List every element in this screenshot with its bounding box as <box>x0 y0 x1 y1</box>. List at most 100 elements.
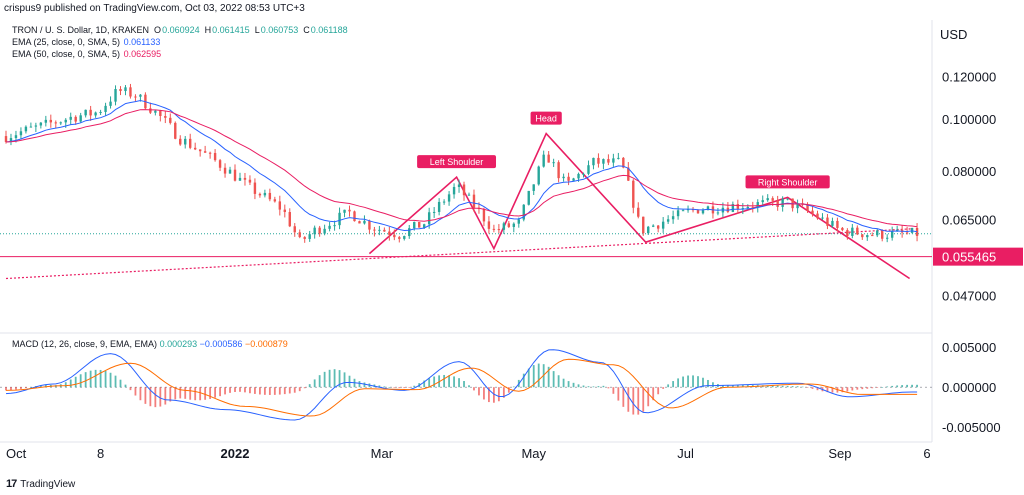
macd-histogram-bar <box>214 387 216 398</box>
candle <box>731 204 735 212</box>
candle <box>39 122 43 126</box>
ema25-legend-row[interactable]: EMA (25, close, 0, SMA, 5) 0.061133 <box>12 36 348 48</box>
macd-histogram-bar <box>348 375 351 388</box>
candle <box>836 220 839 228</box>
macd-histogram-bar <box>791 386 794 388</box>
candle <box>617 157 620 159</box>
candle <box>676 210 680 217</box>
candle <box>203 151 207 153</box>
candle <box>592 157 595 166</box>
macd-histogram-bar <box>637 387 640 415</box>
macd-histogram-bar <box>393 387 396 388</box>
candle <box>208 152 212 154</box>
candle <box>179 138 182 145</box>
macd-histogram-bar <box>811 387 814 389</box>
macd-histogram-bar <box>298 387 301 392</box>
annotations-layer: Left Shoulder Head Right Shoulder <box>417 111 830 189</box>
annotation-label-bg <box>417 155 497 169</box>
candle <box>512 223 516 227</box>
candle <box>24 126 28 132</box>
macd-histogram-bar <box>199 387 202 401</box>
candle <box>602 159 605 164</box>
candle <box>343 209 346 213</box>
x-tick-label: Sep <box>828 446 851 461</box>
macd-histogram-bar <box>64 382 67 388</box>
candle <box>547 154 550 163</box>
macd-histogram-bar <box>478 387 480 396</box>
macd-histogram-bar <box>119 379 122 388</box>
candle <box>64 119 67 123</box>
macd-histogram-bar <box>333 369 336 388</box>
candle <box>408 228 411 237</box>
candle <box>507 223 511 227</box>
macd-histogram-bar <box>338 370 341 388</box>
macd-histogram-bar <box>94 369 97 388</box>
close-label: C <box>303 25 310 35</box>
tradingview-logo[interactable]: 17 TradingView <box>6 478 75 490</box>
candle <box>233 169 237 181</box>
macd-histogram-bar <box>74 376 77 388</box>
ema50-label: EMA (50, close, 0, SMA, 5) <box>12 49 121 59</box>
candle <box>99 111 102 113</box>
candle <box>84 109 87 116</box>
candle <box>686 209 690 211</box>
macd-histogram-bar <box>318 375 321 388</box>
candle <box>243 177 247 180</box>
x-tick-label: 8 <box>97 446 104 461</box>
ema25-label: EMA (25, close, 0, SMA, 5) <box>12 37 121 47</box>
candle <box>418 221 421 228</box>
macd-histogram-bar <box>692 375 694 388</box>
candle <box>383 229 386 232</box>
candle <box>696 209 700 214</box>
candle <box>114 89 117 102</box>
macd-histogram-bar <box>781 385 784 388</box>
candle <box>851 227 854 236</box>
ema50-legend-row[interactable]: EMA (50, close, 0, SMA, 5) 0.062595 <box>12 48 348 60</box>
macd-histogram-bar <box>577 384 580 388</box>
macd-histogram-bar <box>463 381 465 388</box>
macd-histogram-bar <box>667 384 670 388</box>
macd-histogram-bar <box>433 376 436 388</box>
annotation-label: Right Shoulder <box>758 177 818 187</box>
macd-histogram-bar <box>358 381 361 388</box>
macd-histogram-bar <box>886 386 889 388</box>
macd-label: MACD (12, 26, close, 9, EMA, EMA) <box>12 339 158 349</box>
macd-histogram-bar <box>816 387 819 391</box>
candle <box>308 234 311 239</box>
candle <box>502 223 506 230</box>
macd-histogram-bar <box>662 387 665 389</box>
candle <box>572 178 575 181</box>
macd-legend[interactable]: MACD (12, 26, close, 9, EMA, EMA) 0.0002… <box>12 339 288 349</box>
candle <box>811 210 814 214</box>
candle <box>198 149 202 152</box>
ema25-line <box>5 99 918 233</box>
macd-histogram-bar <box>488 387 490 403</box>
macd-histogram-bar <box>796 386 799 388</box>
candle <box>228 169 232 174</box>
candle <box>661 221 665 229</box>
macd-histogram-bar <box>219 387 221 397</box>
macd-histogram-bar <box>149 387 152 407</box>
candle <box>761 200 764 203</box>
y-tick-label: 0.120000 <box>942 70 996 85</box>
macd-histogram-bar <box>731 385 734 388</box>
macd-histogram-bar <box>388 387 391 388</box>
macd-histogram-bar <box>712 382 714 388</box>
macd-histogram-bar <box>413 385 416 388</box>
macd-histogram-bar <box>726 385 729 388</box>
macd-histogram-bar <box>169 387 172 402</box>
symbol-legend-row[interactable]: TRON / U. S. Dollar, 1D, KRAKEN O0.06092… <box>12 24 348 36</box>
open-label: O <box>154 25 162 35</box>
candle <box>283 209 286 213</box>
high-label: H <box>204 25 212 35</box>
candle <box>124 87 127 92</box>
candle <box>422 224 426 228</box>
macd-histogram-bar <box>159 387 162 407</box>
currency-label[interactable]: USD <box>940 27 968 42</box>
axis-layer: 0.120000 0.100000 0.080000 0.065000 0.047000… <box>6 70 1023 461</box>
macd-histogram-bar <box>677 378 679 388</box>
candle <box>656 225 660 229</box>
candle <box>642 216 645 234</box>
candle <box>69 116 72 120</box>
